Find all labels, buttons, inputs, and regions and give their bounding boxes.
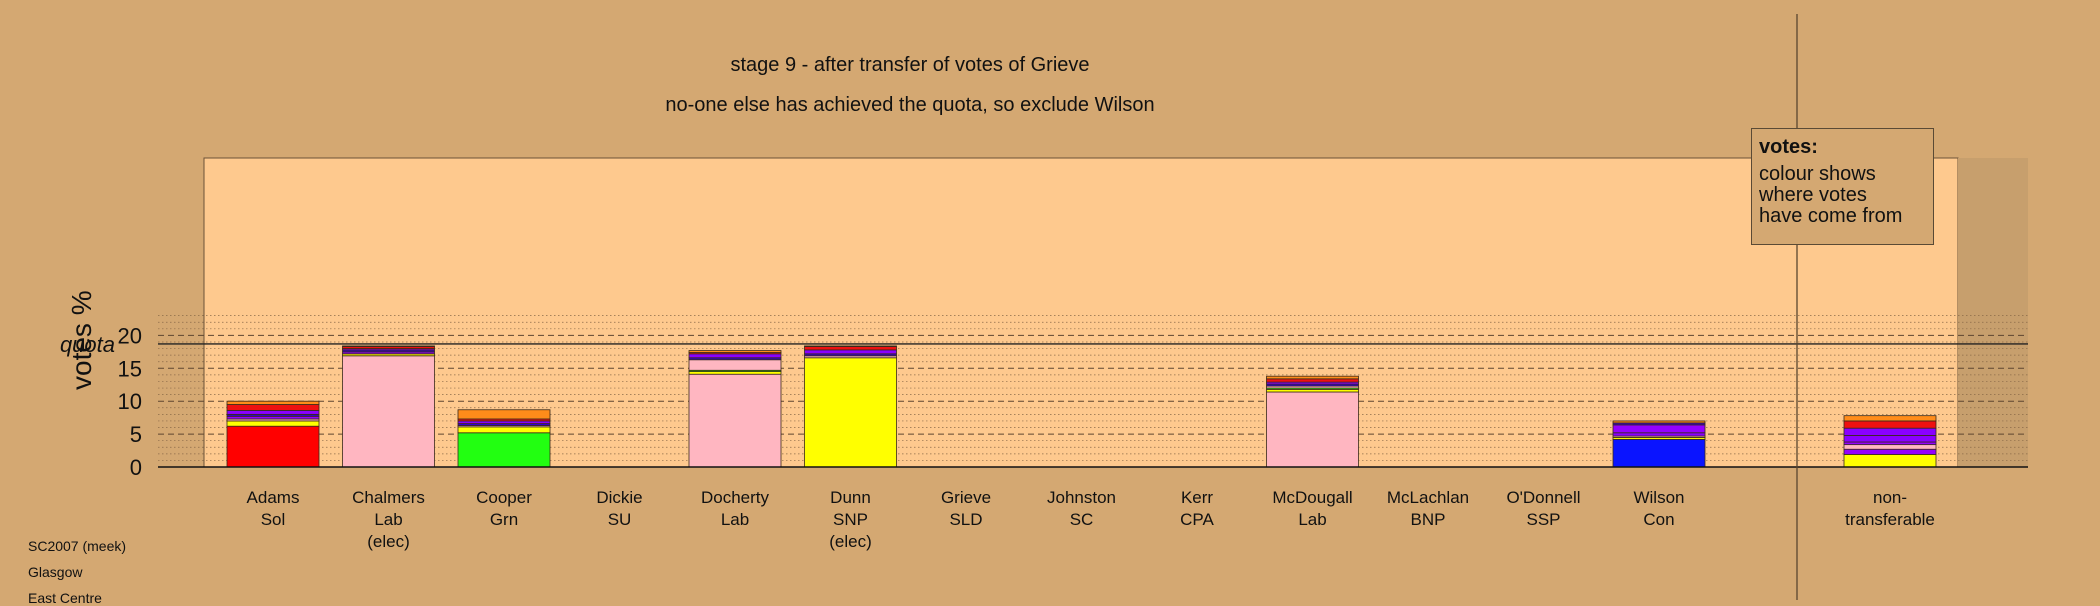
- candidate-name: McDougall: [1272, 488, 1353, 507]
- candidate-name: Cooper: [476, 488, 532, 507]
- candidate-name: Johnston: [1047, 488, 1116, 507]
- candidate-party: CPA: [1180, 510, 1214, 529]
- candidate-name: Adams: [246, 488, 300, 507]
- category-label: Grieve SLD: [911, 487, 1021, 531]
- y-tick-label: 15: [118, 356, 142, 381]
- candidate-name: Wilson: [1633, 488, 1685, 507]
- candidate-status: (elec): [829, 532, 872, 551]
- bar-segment: [226, 420, 320, 427]
- bar-segment: [804, 357, 897, 468]
- bar-segment: [1843, 415, 1937, 422]
- y-tick-label: 5: [130, 422, 142, 447]
- quota-label: quota: [60, 332, 115, 357]
- category-label: Chalmers Lab (elec): [334, 487, 444, 553]
- category-label: Dunn SNP (elec): [796, 487, 906, 553]
- bar-segment: [457, 426, 551, 434]
- category-label: Kerr CPA: [1142, 487, 1252, 531]
- legend-line: have come from: [1759, 205, 1903, 227]
- candidate-name: Dickie: [596, 488, 643, 507]
- legend-title: votes:: [1759, 136, 1818, 158]
- bar-segment: [688, 350, 782, 353]
- bar-segment: [1612, 424, 1706, 434]
- bar-segment: [457, 432, 551, 468]
- bar-segment: [804, 346, 897, 351]
- bar-segment: [688, 373, 782, 468]
- category-label: McLachlan BNP: [1373, 487, 1483, 531]
- legend: votes: colour shows where votes have com…: [1751, 128, 1934, 245]
- candidate-party: Lab: [1298, 510, 1327, 529]
- bar-segment: [1843, 444, 1937, 450]
- bar-segment: [1612, 438, 1706, 468]
- candidate-name: O'Donnell: [1506, 488, 1581, 507]
- bar-segment: [457, 409, 551, 420]
- y-axis-label: votes %: [66, 290, 97, 390]
- bar-segment: [688, 359, 782, 371]
- category-label: Docherty Lab: [680, 487, 790, 531]
- candidate-name: McLachlan: [1386, 488, 1470, 507]
- bar-segment: [1266, 375, 1359, 380]
- candidate-name: Chalmers: [352, 488, 425, 507]
- election-info: SC2007 (meek): [28, 538, 127, 554]
- chart-title: stage 9 - after transfer of votes of Gri…: [730, 54, 1090, 76]
- candidate-party: SNP: [833, 510, 868, 529]
- y-tick-label: 0: [130, 455, 142, 480]
- candidate-party: Lab: [374, 510, 403, 529]
- bar-segment: [1612, 420, 1706, 424]
- candidate-party: Grn: [489, 510, 519, 529]
- candidate-name: Grieve: [940, 488, 992, 507]
- category-label: non-transferable: [1835, 487, 1945, 531]
- bar-segment: [1843, 427, 1937, 436]
- bar-segment: [1843, 454, 1937, 468]
- bar-segment: [342, 355, 435, 468]
- chart-subtitle: no-one else has achieved the quota, so e…: [665, 94, 1155, 116]
- bar-segment: [688, 353, 782, 359]
- candidate-party: SSP: [1526, 510, 1561, 529]
- y-tick-label: 20: [118, 323, 142, 348]
- bar-segment: [226, 425, 320, 468]
- category-label: Johnston SC: [1027, 487, 1137, 531]
- category-label: Cooper Grn: [449, 487, 559, 531]
- category-label: Wilson Con: [1604, 487, 1714, 531]
- candidate-party: BNP: [1410, 510, 1446, 529]
- bar-segment: [226, 410, 320, 415]
- category-label: McDougall Lab: [1258, 487, 1368, 531]
- candidate-party: SLD: [949, 510, 983, 529]
- legend-line: colour shows: [1759, 163, 1876, 185]
- y-tick-label: 10: [118, 389, 142, 414]
- bar-segment: [1843, 420, 1937, 429]
- candidate-party: Lab: [720, 510, 750, 529]
- bar-segment: [1843, 448, 1937, 455]
- plot-margin: [1958, 158, 2028, 467]
- bar-segment: [804, 345, 897, 347]
- candidate-name: Kerr: [1180, 488, 1214, 507]
- category-label: Dickie SU: [565, 487, 675, 531]
- bar-segment: [804, 349, 897, 355]
- category-label: Adams Sol: [218, 487, 328, 531]
- candidate-name: non-: [1872, 488, 1908, 507]
- bar-segment: [1843, 435, 1937, 443]
- candidate-party: Con: [1643, 510, 1675, 529]
- ward-info: East Centre: [28, 590, 102, 606]
- bar-segment: [1266, 391, 1359, 468]
- candidate-name: Dunn: [830, 488, 871, 507]
- bar-segment: [1266, 378, 1359, 383]
- candidate-party: SC: [1069, 510, 1094, 529]
- bar-segment: [226, 400, 320, 405]
- candidate-status: (elec): [367, 532, 410, 551]
- candidate-party: transferable: [1845, 510, 1935, 529]
- category-label: O'Donnell SSP: [1489, 487, 1599, 531]
- legend-line: where votes: [1759, 184, 1867, 206]
- council-info: Glasgow: [28, 564, 83, 580]
- candidate-party: Sol: [260, 510, 286, 529]
- bar-segment: [226, 404, 320, 411]
- candidate-party: SU: [607, 510, 632, 529]
- bar-segment: [1612, 432, 1706, 437]
- bar-segment: [342, 345, 435, 347]
- candidate-name: Docherty: [700, 488, 770, 507]
